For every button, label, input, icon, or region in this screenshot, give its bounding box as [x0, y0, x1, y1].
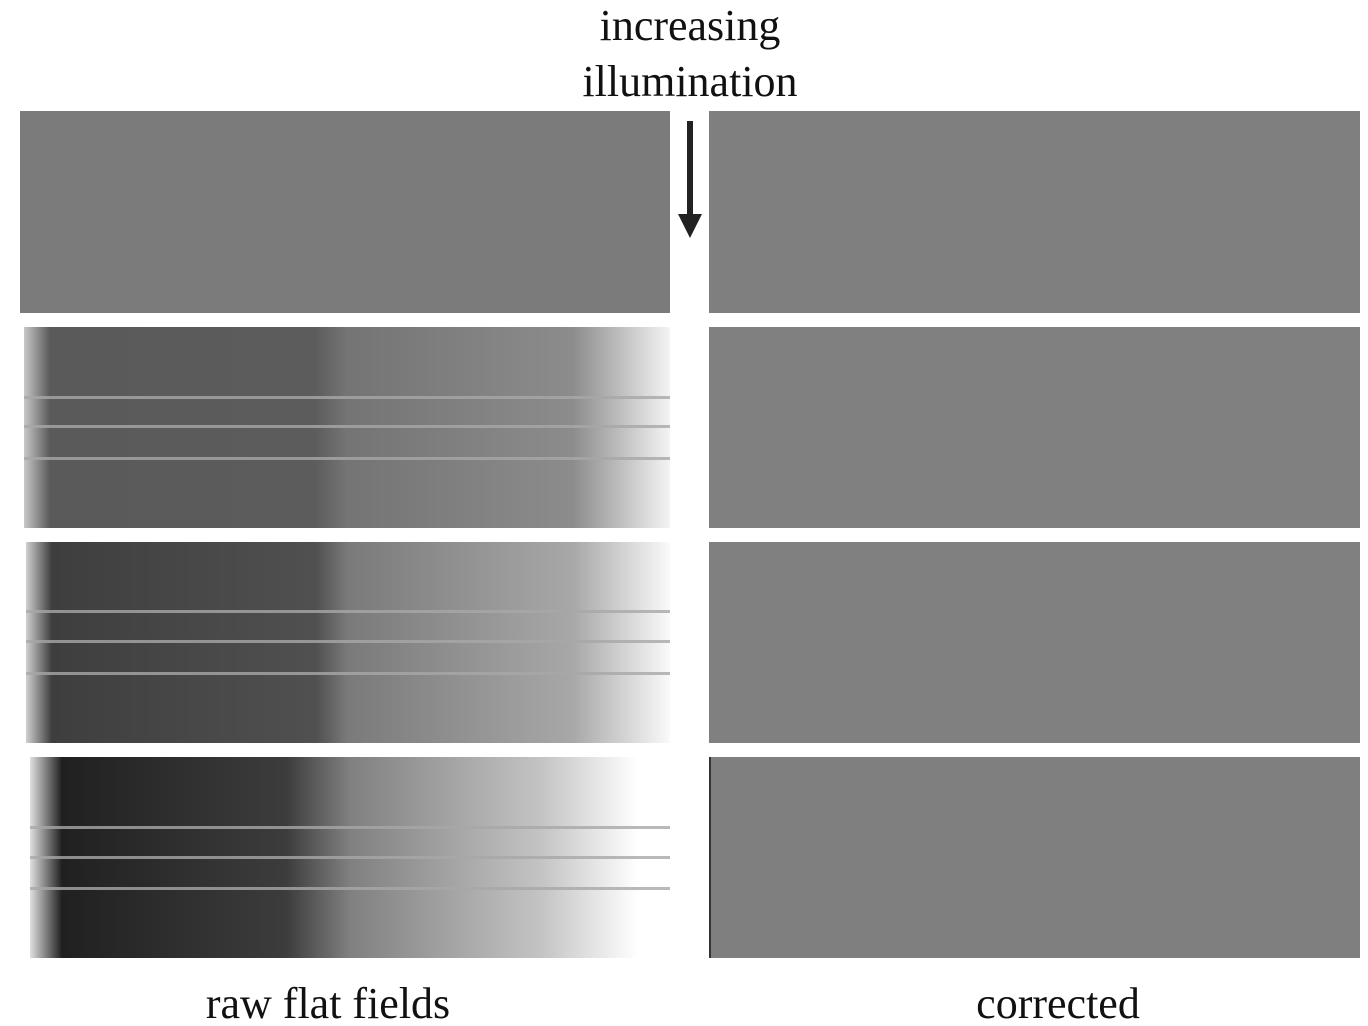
left-label: raw flat fields — [206, 979, 450, 1026]
raw-panel — [20, 111, 670, 313]
corrected-panel — [709, 542, 1360, 743]
arrow — [678, 121, 702, 238]
edge — [709, 757, 711, 958]
raw-panels — [20, 111, 670, 958]
corrected-panels — [709, 111, 1360, 958]
header-line: increasing — [600, 1, 781, 50]
right-label: corrected — [976, 979, 1140, 1026]
corrected-panel — [709, 327, 1360, 528]
corrected-panel — [709, 111, 1360, 313]
header-line: illumination — [582, 57, 797, 106]
corrected-panel — [709, 757, 1360, 958]
stripes — [24, 396, 670, 890]
